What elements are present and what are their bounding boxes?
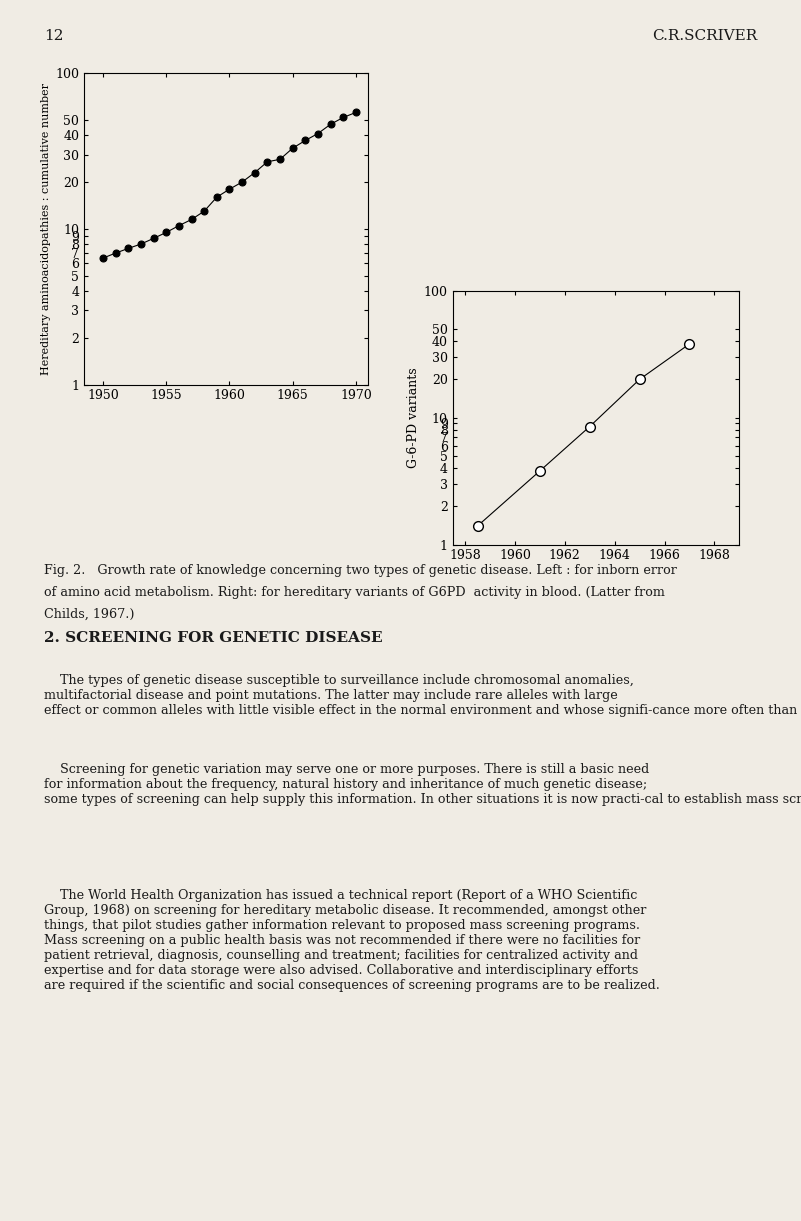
Text: 12: 12 — [44, 29, 63, 43]
Text: Screening for genetic variation may serve one or more purposes. There is still a: Screening for genetic variation may serv… — [44, 763, 801, 806]
Text: 2. SCREENING FOR GENETIC DISEASE: 2. SCREENING FOR GENETIC DISEASE — [44, 631, 383, 645]
Y-axis label: G-6-PD variants: G-6-PD variants — [407, 368, 420, 468]
Text: of amino acid metabolism. Right: for hereditary variants of G6PD  activity in bl: of amino acid metabolism. Right: for her… — [44, 586, 665, 600]
Text: The types of genetic disease susceptible to surveillance include chromosomal ano: The types of genetic disease susceptible… — [44, 674, 801, 717]
Y-axis label: Hereditary aminoacidopathies : cumulative number: Hereditary aminoacidopathies : cumulativ… — [41, 83, 51, 375]
Text: Childs, 1967.): Childs, 1967.) — [44, 608, 135, 621]
Text: The World Health Organization has issued a technical report (Report of a WHO Sci: The World Health Organization has issued… — [44, 889, 660, 991]
Text: C.R.SCRIVER: C.R.SCRIVER — [652, 29, 757, 43]
Text: Fig. 2.   Growth rate of knowledge concerning two types of genetic disease. Left: Fig. 2. Growth rate of knowledge concern… — [44, 564, 677, 578]
